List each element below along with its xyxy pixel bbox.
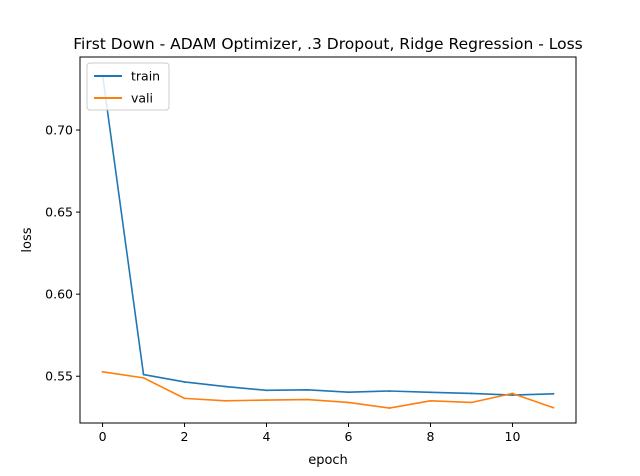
legend: train vali [86,62,170,111]
x-tick-label: 0 [99,429,107,444]
series-layer [101,74,555,409]
data-point-train [552,392,555,395]
legend-vali-label: vali [131,91,153,106]
legend-train-label: train [131,69,160,84]
series-line-vali [101,370,555,409]
data-point-vali [429,399,432,402]
data-point-vali [388,407,391,409]
x-tick-label: 4 [263,429,271,444]
series-line-train [101,74,555,396]
x-tick-label: 2 [181,429,189,444]
y-tick-label: 0.55 [45,369,73,384]
data-point-vali [511,392,514,395]
data-point-vali [183,397,186,400]
y-axis-label: loss [20,227,35,252]
x-tick-label: 10 [505,429,521,444]
data-point-train [347,391,350,394]
plot-frame [79,56,577,424]
chart-title: First Down - ADAM Optimizer, .3 Dropout,… [73,35,583,53]
data-point-train [183,381,186,383]
data-point-train [224,385,227,388]
y-tick-label: 0.70 [45,123,73,138]
data-point-train [388,390,391,392]
data-point-train [306,388,309,391]
data-point-vali [306,398,309,401]
data-point-vali [142,376,145,379]
data-point-vali [470,401,473,404]
data-point-train [470,392,473,395]
y-tick-label: 0.60 [45,287,73,302]
plot-area [80,57,576,423]
x-tick-label: 6 [345,429,353,444]
data-point-train [511,394,514,396]
y-tick-label: 0.65 [45,205,73,220]
axes-layer: 0 2 4 6 8 10 0.55 0.60 0.65 0.70 [45,123,520,444]
x-axis-label: epoch [308,453,348,468]
data-point-vali [347,401,350,404]
data-point-vali [224,399,227,402]
x-tick-label: 8 [427,429,435,444]
data-point-train [265,389,268,392]
data-point-train [142,373,145,376]
data-point-vali [265,399,268,401]
data-point-vali [101,370,104,373]
data-point-train [429,391,432,394]
data-point-vali [552,406,555,409]
